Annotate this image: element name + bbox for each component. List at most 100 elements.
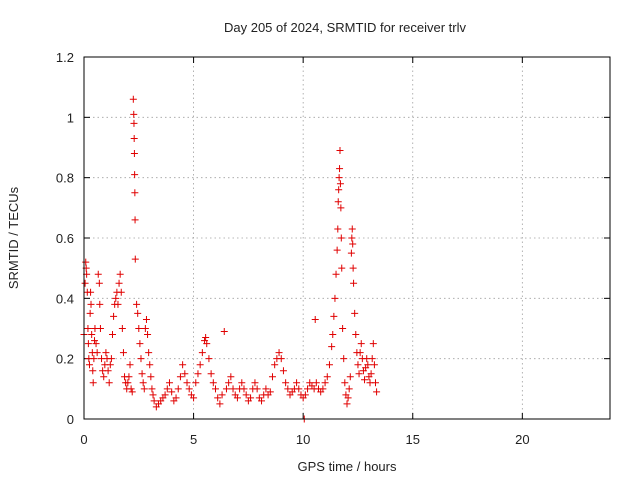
data-point bbox=[348, 225, 356, 233]
data-point bbox=[312, 379, 320, 387]
data-point bbox=[271, 361, 279, 369]
x-tick-label: 5 bbox=[190, 432, 197, 447]
data-point bbox=[311, 315, 319, 323]
data-point bbox=[96, 325, 104, 332]
x-tick-label: 15 bbox=[406, 432, 420, 447]
y-tick-label: 0 bbox=[67, 412, 74, 427]
data-point bbox=[369, 340, 377, 348]
data-point bbox=[168, 388, 176, 396]
data-point bbox=[345, 385, 353, 393]
data-point bbox=[341, 379, 349, 387]
data-point bbox=[82, 258, 90, 266]
data-point bbox=[117, 288, 125, 296]
data-point bbox=[352, 331, 360, 339]
data-point bbox=[88, 331, 96, 339]
data-point bbox=[262, 385, 270, 393]
data-point bbox=[102, 349, 110, 357]
data-point bbox=[149, 391, 157, 399]
data-point bbox=[268, 373, 276, 381]
data-point bbox=[147, 373, 155, 381]
data-point bbox=[332, 270, 340, 278]
data-point bbox=[339, 325, 347, 332]
y-tick-label: 1 bbox=[67, 110, 74, 125]
data-point bbox=[89, 379, 97, 387]
data-point bbox=[163, 385, 171, 393]
x-axis-label: GPS time / hours bbox=[298, 459, 397, 474]
data-point bbox=[90, 355, 98, 363]
data-point bbox=[134, 309, 142, 317]
data-point bbox=[131, 216, 139, 224]
data-point bbox=[172, 394, 180, 402]
data-point bbox=[130, 150, 138, 158]
data-point bbox=[349, 264, 357, 272]
data-point bbox=[337, 234, 345, 242]
data-point bbox=[279, 367, 287, 375]
data-point bbox=[125, 373, 133, 381]
data-point bbox=[371, 379, 379, 387]
data-point bbox=[92, 340, 100, 348]
data-point bbox=[106, 361, 114, 369]
data-point bbox=[351, 309, 359, 317]
data-point bbox=[100, 373, 108, 381]
data-point bbox=[364, 361, 372, 369]
data-point bbox=[203, 340, 211, 348]
y-tick-label: 0.6 bbox=[56, 231, 74, 246]
x-tick-label: 20 bbox=[515, 432, 529, 447]
y-tick-label: 0.4 bbox=[56, 291, 74, 306]
data-point bbox=[295, 385, 303, 393]
data-point bbox=[266, 388, 274, 396]
data-point bbox=[328, 343, 336, 351]
data-point bbox=[194, 370, 202, 378]
data-point bbox=[220, 328, 228, 336]
data-point bbox=[368, 355, 376, 363]
data-point bbox=[209, 379, 217, 387]
x-tick-label: 10 bbox=[296, 432, 310, 447]
data-point bbox=[242, 391, 250, 399]
data-point bbox=[146, 361, 154, 369]
data-point bbox=[84, 340, 92, 348]
data-point bbox=[198, 349, 206, 357]
data-point bbox=[95, 279, 103, 287]
data-point bbox=[347, 249, 355, 257]
data-point bbox=[253, 385, 261, 393]
data-point bbox=[116, 270, 124, 278]
data-point bbox=[212, 385, 219, 393]
data-point bbox=[179, 361, 187, 369]
data-point bbox=[214, 394, 222, 402]
data-point bbox=[319, 385, 327, 393]
data-point bbox=[144, 331, 152, 339]
data-point bbox=[233, 394, 241, 402]
data-point bbox=[174, 385, 182, 393]
data-point bbox=[86, 309, 94, 317]
data-point bbox=[150, 397, 158, 405]
data-point bbox=[196, 361, 204, 369]
data-point bbox=[346, 373, 354, 381]
data-point bbox=[127, 385, 135, 393]
data-point bbox=[81, 279, 89, 287]
data-point bbox=[105, 379, 113, 387]
data-point bbox=[229, 385, 237, 393]
data-point bbox=[349, 240, 357, 248]
data-point bbox=[350, 279, 358, 287]
data-point bbox=[142, 315, 150, 323]
data-point bbox=[93, 349, 101, 357]
data-point bbox=[131, 171, 139, 179]
data-point bbox=[183, 379, 191, 387]
data-point bbox=[130, 134, 138, 142]
data-point bbox=[340, 355, 348, 363]
data-point bbox=[148, 385, 156, 393]
data-point bbox=[108, 331, 116, 339]
data-point bbox=[337, 204, 345, 212]
data-point bbox=[304, 385, 312, 393]
data-point bbox=[112, 294, 120, 302]
y-axis-label: SRMTID / TECUs bbox=[6, 186, 21, 289]
y-tick-label: 0.2 bbox=[56, 352, 74, 367]
data-point bbox=[227, 373, 235, 381]
data-point bbox=[165, 379, 173, 387]
data-point bbox=[181, 370, 189, 378]
data-point bbox=[330, 312, 338, 320]
data-point bbox=[348, 234, 356, 242]
data-point bbox=[336, 180, 344, 188]
data-point bbox=[225, 379, 233, 387]
